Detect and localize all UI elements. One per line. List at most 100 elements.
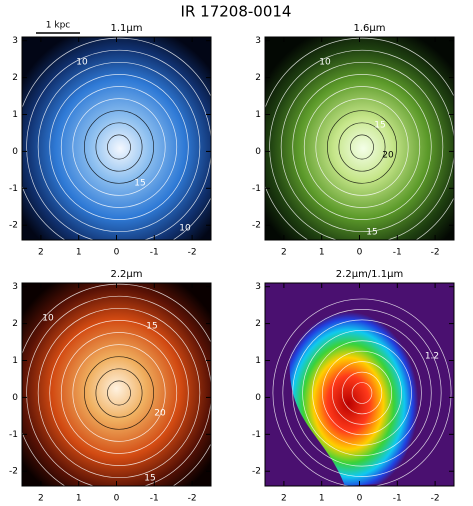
contour	[257, 37, 467, 257]
contour	[350, 134, 374, 160]
contour	[302, 329, 422, 457]
contour-label: 15	[134, 179, 145, 189]
contour	[303, 86, 421, 208]
y-tick-label: -2	[252, 221, 261, 231]
y-tick-label: 0	[255, 393, 261, 403]
contour	[95, 368, 143, 418]
image	[265, 37, 454, 240]
contour	[14, 37, 224, 257]
x-tick-label: 1	[76, 248, 82, 258]
contour	[280, 61, 444, 233]
contour	[49, 74, 189, 220]
contour-label: 10	[76, 58, 88, 68]
contour	[83, 356, 155, 430]
contour	[272, 298, 452, 488]
y-tick-label: 1	[12, 110, 18, 120]
x-tick-label: 2	[38, 248, 44, 258]
y-tick-label: 3	[12, 282, 18, 292]
x-tick-label: 1	[319, 494, 325, 504]
contour	[107, 380, 131, 406]
y-tick-label: 0	[255, 147, 261, 157]
contour	[72, 98, 166, 196]
y-tick-label: -2	[9, 467, 18, 477]
y-tick-label: 1	[255, 356, 261, 366]
contour-label: 15	[366, 228, 377, 238]
contour-label: 10	[179, 224, 191, 234]
y-tick-label: -1	[9, 184, 18, 194]
x-tick-label: 2	[281, 248, 287, 258]
contour	[292, 319, 432, 467]
contour	[341, 371, 383, 415]
x-tick-label: 1	[319, 248, 325, 258]
y-tick-label: -2	[252, 467, 261, 477]
contour	[49, 320, 189, 466]
contour-label: 15	[146, 322, 157, 332]
image	[22, 37, 211, 240]
contour	[312, 340, 412, 446]
x-tick-label: 2	[281, 494, 287, 504]
x-tick-label: 0	[114, 494, 120, 504]
contour	[37, 61, 201, 233]
contour	[282, 309, 442, 477]
contour	[107, 134, 131, 160]
panel-label: 1.6μm	[353, 23, 385, 34]
ratio-map	[289, 302, 430, 486]
x-tick-label: -2	[431, 494, 440, 504]
figure-title: IR 17208-0014	[181, 3, 292, 21]
y-tick-label: 2	[12, 73, 18, 83]
y-tick-label: -2	[9, 221, 18, 231]
x-tick-label: 2	[38, 494, 44, 504]
x-tick-label: 0	[357, 494, 363, 504]
contour-label: 15	[144, 474, 155, 484]
y-tick-label: 0	[12, 147, 18, 157]
contour	[315, 98, 409, 196]
panel-label: 2.2μm	[110, 269, 142, 280]
y-tick-label: 2	[255, 73, 261, 83]
contour	[338, 122, 386, 172]
y-tick-label: 1	[255, 110, 261, 120]
contour	[83, 110, 155, 184]
scale-bar-label: 1 kpc	[46, 21, 71, 31]
contour	[327, 110, 398, 184]
contour	[37, 307, 201, 479]
contour	[60, 86, 178, 208]
x-tick-label: 0	[114, 248, 120, 258]
x-tick-label: -1	[393, 494, 402, 504]
panel: 2.2μm/1.1μm 2 1 0 -1 -2 3 2 1 0 -1 -2 1.2	[252, 269, 455, 504]
contour-label: 1.2	[425, 352, 439, 362]
contour	[60, 332, 178, 454]
y-tick-label: 3	[255, 282, 261, 292]
contour-label: 10	[42, 314, 54, 324]
y-tick-label: -1	[252, 184, 261, 194]
x-tick-label: -1	[393, 248, 402, 258]
y-tick-label: 1	[12, 356, 18, 366]
x-tick-label: -1	[150, 248, 159, 258]
contour-label: 15	[374, 121, 385, 131]
y-tick-label: -1	[9, 430, 18, 440]
x-tick-label: -2	[188, 248, 197, 258]
contour	[331, 361, 393, 425]
image	[22, 283, 211, 486]
y-tick-label: 3	[12, 36, 18, 46]
contour	[322, 350, 402, 436]
x-tick-label: -1	[150, 494, 159, 504]
contour-label: 20	[382, 151, 394, 161]
contour	[292, 74, 432, 220]
x-tick-label: 1	[76, 494, 82, 504]
x-tick-label: -2	[188, 494, 197, 504]
contour	[95, 122, 143, 172]
contour-label: 10	[319, 58, 331, 68]
panel-label: 1.1μm	[110, 23, 142, 34]
contour	[72, 344, 166, 442]
y-tick-label: 3	[255, 36, 261, 46]
contour-label: 20	[154, 409, 166, 419]
x-tick-label: 0	[357, 248, 363, 258]
panel-label: 2.2μm/1.1μm	[336, 269, 403, 280]
y-tick-label: -1	[252, 430, 261, 440]
contour	[351, 382, 373, 404]
contour	[14, 283, 224, 503]
